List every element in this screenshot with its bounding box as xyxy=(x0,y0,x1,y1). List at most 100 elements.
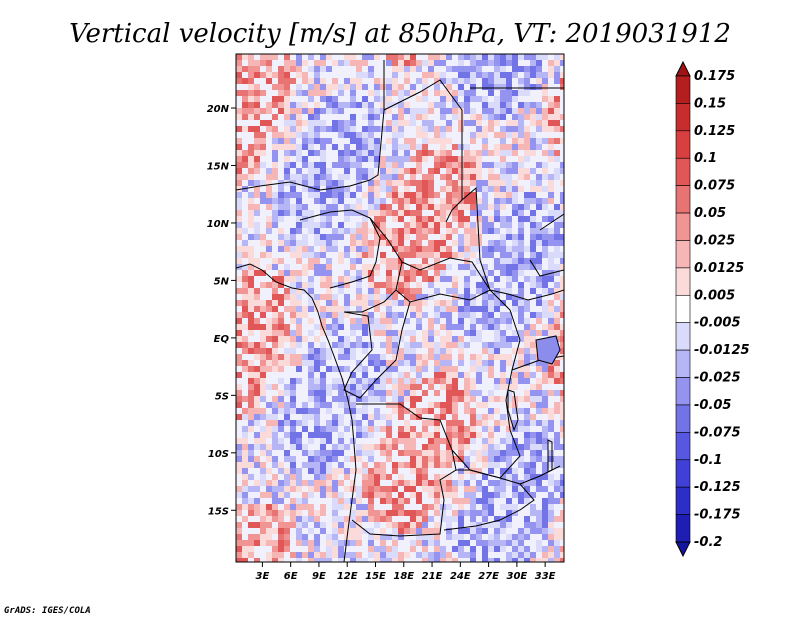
field-cell xyxy=(500,156,506,162)
field-cell xyxy=(296,132,302,138)
field-cell xyxy=(506,444,512,450)
field-cell xyxy=(554,438,560,444)
field-cell xyxy=(236,174,242,180)
field-cell xyxy=(308,456,314,462)
field-cell xyxy=(482,462,488,468)
field-cell xyxy=(386,546,392,552)
field-cell xyxy=(380,96,386,102)
field-cell xyxy=(542,546,548,552)
field-cell xyxy=(260,138,266,144)
field-cell xyxy=(410,402,416,408)
field-cell xyxy=(416,66,422,72)
field-cell xyxy=(536,420,542,426)
field-cell xyxy=(434,210,440,216)
field-cell xyxy=(458,126,464,132)
field-cell xyxy=(380,486,386,492)
field-cell xyxy=(428,186,434,192)
field-cell xyxy=(434,522,440,528)
field-cell xyxy=(452,78,458,84)
field-cell xyxy=(254,456,260,462)
field-cell xyxy=(416,342,422,348)
field-cell xyxy=(464,216,470,222)
field-cell xyxy=(248,486,254,492)
field-cell xyxy=(386,318,392,324)
field-cell xyxy=(296,360,302,366)
field-cell xyxy=(320,432,326,438)
field-cell xyxy=(422,540,428,546)
field-cell xyxy=(422,450,428,456)
field-cell xyxy=(530,492,536,498)
field-cell xyxy=(404,420,410,426)
field-cell xyxy=(332,198,338,204)
field-cell xyxy=(398,174,404,180)
field-cell xyxy=(356,234,362,240)
field-cell xyxy=(254,444,260,450)
field-cell xyxy=(530,228,536,234)
field-cell xyxy=(506,132,512,138)
field-cell xyxy=(278,540,284,546)
field-cell xyxy=(296,90,302,96)
field-cell xyxy=(290,162,296,168)
field-cell xyxy=(362,516,368,522)
y-tick-label: EQ xyxy=(214,334,230,345)
field-cell xyxy=(410,438,416,444)
field-cell xyxy=(470,408,476,414)
field-cell xyxy=(272,462,278,468)
field-cell xyxy=(308,222,314,228)
field-cell xyxy=(530,288,536,294)
field-cell xyxy=(260,468,266,474)
field-cell xyxy=(326,90,332,96)
field-cell xyxy=(422,216,428,222)
field-cell xyxy=(266,306,272,312)
field-cell xyxy=(422,270,428,276)
field-cell xyxy=(404,288,410,294)
field-cell xyxy=(350,480,356,486)
field-cell xyxy=(524,90,530,96)
field-cell xyxy=(410,210,416,216)
field-cell xyxy=(500,114,506,120)
field-cell xyxy=(470,96,476,102)
field-cell xyxy=(524,324,530,330)
field-cell xyxy=(344,516,350,522)
field-cell xyxy=(278,300,284,306)
field-cell xyxy=(386,510,392,516)
field-cell xyxy=(440,366,446,372)
field-cell xyxy=(482,288,488,294)
field-cell xyxy=(428,504,434,510)
field-cell xyxy=(290,114,296,120)
field-cell xyxy=(554,360,560,366)
field-cell xyxy=(482,510,488,516)
field-cell xyxy=(386,138,392,144)
field-cell xyxy=(386,324,392,330)
field-cell xyxy=(422,462,428,468)
field-cell xyxy=(398,162,404,168)
field-cell xyxy=(494,342,500,348)
field-cell xyxy=(452,114,458,120)
field-cell xyxy=(368,354,374,360)
field-cell xyxy=(410,216,416,222)
field-cell xyxy=(494,522,500,528)
field-cell xyxy=(344,192,350,198)
field-cell xyxy=(332,126,338,132)
field-cell xyxy=(410,168,416,174)
field-cell xyxy=(434,162,440,168)
border-congo xyxy=(343,301,411,399)
field-cell xyxy=(236,198,242,204)
field-cell xyxy=(302,360,308,366)
field-cell xyxy=(332,546,338,552)
field-cell xyxy=(302,312,308,318)
field-cell xyxy=(272,426,278,432)
field-cell xyxy=(446,432,452,438)
field-cell xyxy=(374,204,380,210)
field-cell xyxy=(386,168,392,174)
field-cell xyxy=(290,516,296,522)
field-cell xyxy=(410,276,416,282)
field-cell xyxy=(560,558,564,562)
field-cell xyxy=(290,60,296,66)
field-cell xyxy=(464,102,470,108)
field-cell xyxy=(422,546,428,552)
field-cell xyxy=(482,246,488,252)
field-cell xyxy=(446,384,452,390)
field-cell xyxy=(254,114,260,120)
field-cell xyxy=(398,504,404,510)
